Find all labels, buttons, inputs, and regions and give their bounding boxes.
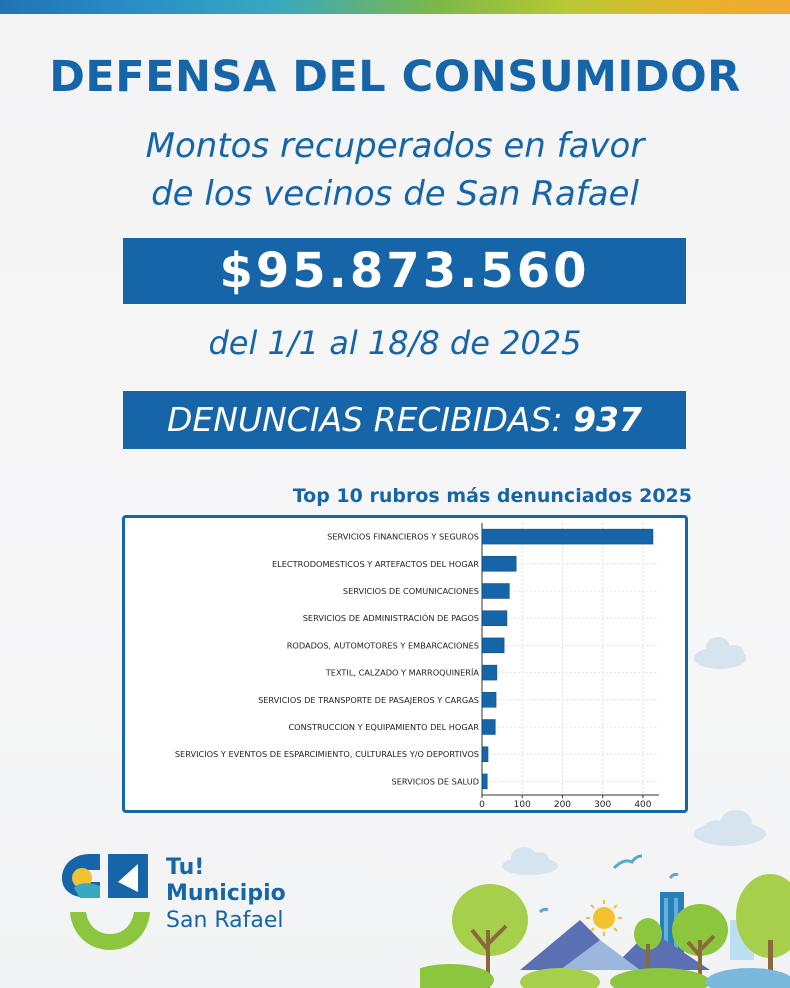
category-label: CONSTRUCCION Y EQUIPAMIENTO DEL HOGAR xyxy=(288,722,479,732)
logo-line-1: Tu! xyxy=(166,855,205,880)
bar xyxy=(481,746,489,762)
bar xyxy=(481,556,517,572)
bar xyxy=(481,664,498,681)
category-label: ELECTRODOMESTICOS Y ARTEFACTOS DEL HOGAR xyxy=(272,559,479,569)
bird-icon xyxy=(538,854,679,914)
bar-chart: SERVICIOS FINANCIEROS Y SEGUROS ELECTRODO… xyxy=(175,523,659,810)
tree-icon xyxy=(634,918,662,984)
landscape-illustration xyxy=(420,637,790,988)
page-subtitle: Montos recuperados en favor de los vecin… xyxy=(0,122,790,218)
complaints-label: DENUNCIAS RECIBIDAS: xyxy=(167,400,563,439)
bar xyxy=(481,583,510,599)
bushes xyxy=(420,964,790,988)
bar xyxy=(481,610,508,626)
chart-title: Top 10 rubros más denunciados 2025 xyxy=(292,485,692,507)
logo-line-3: San Rafael xyxy=(166,908,284,933)
x-tick-label: 400 xyxy=(634,800,651,810)
bar xyxy=(481,719,496,735)
x-tick-label: 100 xyxy=(514,800,531,810)
subtitle-line-1: Montos recuperados en favor xyxy=(145,126,645,166)
category-label: SERVICIOS DE TRANSPORTE DE PASAJEROS Y C… xyxy=(258,695,479,705)
category-label: RODADOS, AUTOMOTORES Y EMBARCACIONES xyxy=(287,640,479,650)
x-tick-label: 0 xyxy=(479,800,485,810)
category-label: SERVICIOS DE ADMINISTRACIÓN DE PAGOS xyxy=(303,612,479,623)
x-tick-label: 200 xyxy=(554,800,571,810)
tree-icon xyxy=(736,874,790,988)
cloud-icon xyxy=(694,637,746,669)
sun-icon xyxy=(586,900,622,936)
top-gradient-bar xyxy=(0,0,790,14)
category-label: SERVICIOS DE COMUNICACIONES xyxy=(343,586,479,596)
complaints-banner: DENUNCIAS RECIBIDAS: 937 xyxy=(123,391,686,449)
recovered-amount: $95.873.560 xyxy=(123,238,686,304)
category-label: SERVICIOS Y EVENTOS DE ESPARCIMIENTO, CU… xyxy=(175,749,479,759)
category-label: TEXTIL, CALZADO Y MARROQUINERÍA xyxy=(325,667,480,678)
logo-line-2: Municipio xyxy=(166,881,286,906)
tree-icon xyxy=(452,884,528,988)
cloud-icon xyxy=(694,810,766,846)
chart-frame: SERVICIOS FINANCIEROS Y SEGUROS ELECTRODO… xyxy=(122,515,688,813)
subtitle-line-2: de los vecinos de San Rafael xyxy=(151,174,639,214)
cloud-icon xyxy=(502,847,558,875)
page-title: DEFENSA DEL CONSUMIDOR xyxy=(49,52,741,102)
period-text: del 1/1 al 18/8 de 2025 xyxy=(208,324,582,362)
x-tick-label: 300 xyxy=(594,800,611,810)
bar xyxy=(481,692,497,708)
bar xyxy=(481,528,654,545)
bar xyxy=(481,773,488,790)
category-label: SERVICIOS FINANCIEROS Y SEGUROS xyxy=(327,532,479,542)
bar xyxy=(481,637,505,654)
mountains xyxy=(520,920,710,970)
logo-text: Tu! Municipio San Rafael xyxy=(166,855,286,935)
municipality-logo-icon xyxy=(62,854,150,950)
category-label: SERVICIOS DE SALUD xyxy=(392,776,479,786)
complaints-count: 937 xyxy=(573,400,642,439)
tree-icon xyxy=(672,904,728,988)
